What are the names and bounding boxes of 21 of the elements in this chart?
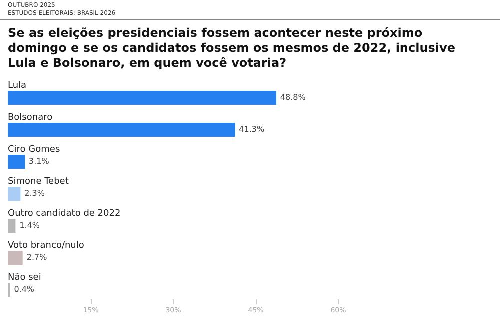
bar [8,123,236,137]
y-tick-label: Bolsonaro [8,113,54,123]
bar [8,91,276,105]
bar [8,251,23,265]
y-tick-label: Voto branco/nulo [8,241,85,251]
bar [8,219,16,233]
data-label: 1.4% [20,221,40,230]
y-tick-label: Outro candidato de 2022 [8,209,121,219]
bar [8,155,26,169]
data-label: 41.3% [239,125,265,134]
data-label: 2.7% [26,253,48,262]
y-tick-label: Simone Tebet [8,177,70,187]
data-label: 0.4% [14,285,35,294]
data-label: 3.1% [29,157,50,166]
data-label: 48.8% [280,93,306,102]
y-tick-label: Lula [8,81,27,91]
y-tick-label: Não sei [8,273,42,283]
bar [8,187,21,201]
data-label: 2.3% [24,189,46,198]
chart-title: Se as eleições presidenciais fossem acontecer neste próximo domingo e se os candidatos fossem os mesmos de 2022, inclusive Lula e Bolsonaro, em quem você votaria? [7,25,456,71]
y-tick-label: Ciro Gomes [8,145,60,155]
